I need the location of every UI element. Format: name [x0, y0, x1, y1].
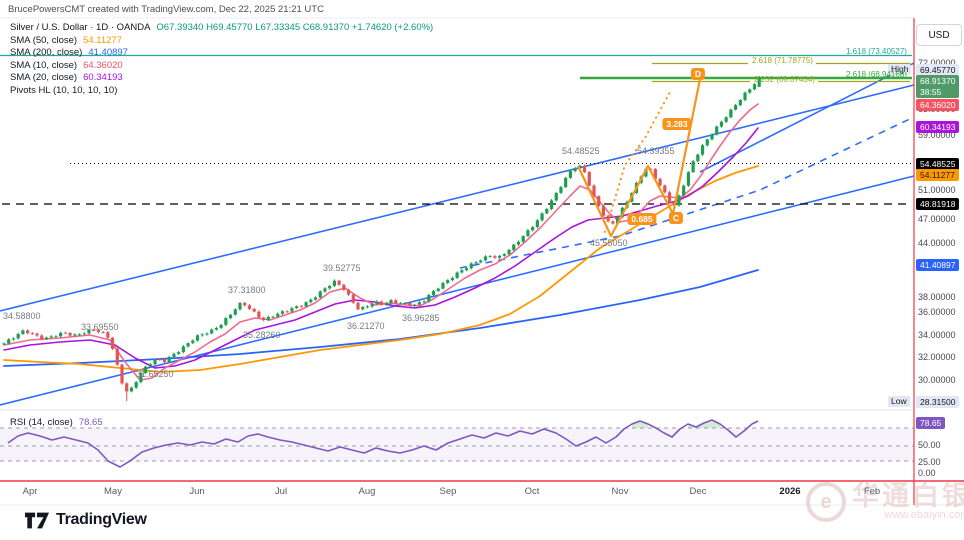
candles-layer [2, 75, 761, 402]
price-axis-chip: 41.40897 [916, 258, 960, 271]
pivot-price-label: 31.65250 [136, 369, 174, 379]
fib-level-label: 2.232 (68.37434) [754, 75, 815, 84]
price-axis-tick: 32.00000 [918, 352, 956, 362]
time-axis-label[interactable]: Jun [189, 486, 205, 497]
time-axis-label[interactable]: 2026 [779, 486, 801, 497]
low-price-tag: Low [888, 396, 910, 407]
time-axis-label[interactable]: Aug [358, 486, 376, 497]
fib-level-label: 2.618 (68.94168) [846, 70, 907, 79]
watermark-logo-icon: e [806, 482, 846, 522]
pivot-price-label: 54.39355 [637, 146, 675, 156]
price-axis-tick: 47.00000 [918, 214, 956, 224]
price-axis-tick: 44.00000 [918, 238, 956, 248]
indicator-legend-row[interactable]: SMA (200, close) 41.40897 [10, 47, 433, 60]
pattern-point-label: 0.685 [627, 213, 657, 225]
price-axis-tick: 34.00000 [918, 330, 956, 340]
rsi-legend-row[interactable]: RSI (14, close) 78.65 [10, 417, 103, 428]
price-axis-tick: 38.00000 [918, 292, 956, 302]
pattern-point-label: 3.283 [662, 118, 692, 130]
time-axis-label[interactable]: Sep [439, 486, 457, 497]
time-axis-label[interactable]: Jul [274, 486, 288, 497]
price-axis-chip: 54.48525 [916, 157, 960, 170]
price-axis-chip: 54.11277 [916, 168, 959, 181]
high-price-tag: High [888, 64, 912, 75]
indicator-legend-row[interactable]: SMA (50, close) 54.11277 [10, 35, 433, 48]
pattern-point-label: D [690, 68, 706, 80]
indicator-value: 60.34193 [83, 72, 123, 84]
pivot-price-label: 35.28260 [243, 330, 281, 340]
watermark-site-url: www.ebaiyin.com [884, 509, 964, 521]
pivot-price-label: 33.69550 [81, 322, 119, 332]
countdown-timer: 38:55 [920, 86, 942, 97]
pivot-price-label: 36.21270 [347, 321, 385, 331]
pivot-price-label: 36.96285 [402, 313, 440, 323]
indicator-legend-row[interactable]: Pivots HL (10, 10, 10, 10) [10, 85, 433, 98]
price-axis-tick: 72.00000 [918, 58, 956, 68]
price-axis-tick: 51.00000 [918, 185, 956, 195]
tradingview-logo-icon [25, 512, 49, 528]
tradingview-logo[interactable]: TradingView [25, 511, 147, 529]
time-axis-label[interactable]: Apr [22, 486, 38, 497]
price-axis-chip: 28.31500 [916, 395, 960, 408]
rsi-axis-tick: 50.00 [918, 440, 941, 450]
pivot-price-label: 54.48525 [562, 146, 600, 156]
symbol-title[interactable]: Silver / U.S. Dollar · 1D · OANDA [10, 22, 151, 33]
indicator-label: SMA (50, close) [10, 34, 78, 46]
rsi-axis-tick: 25.00 [918, 457, 941, 467]
price-axis-chip: 69.45770 [916, 63, 960, 76]
price-axis-tick: 36.00000 [918, 307, 956, 317]
symbol-row[interactable]: Silver / U.S. Dollar · 1D · OANDA O67.39… [10, 22, 433, 35]
pivot-price-label: 34.58800 [3, 311, 41, 321]
time-axis-label[interactable]: Oct [524, 486, 540, 497]
price-axis-tick: 59.00000 [918, 130, 956, 140]
rsi-value-chip: 78.65 [916, 416, 946, 429]
rsi-axis-tick: 0.00 [918, 468, 936, 478]
indicator-label: SMA (200, close) [10, 47, 83, 59]
indicator-label: SMA (10, close) [10, 59, 78, 71]
price-axis-chip: 68.91370 38:55 [916, 75, 960, 98]
pivot-price-label: 45.55050 [590, 238, 628, 248]
indicator-label: Pivots HL (10, 10, 10, 10) [10, 84, 118, 96]
pivot-price-label: 39.52775 [323, 263, 361, 273]
rsi-legend-label: RSI (14, close) [10, 417, 73, 428]
indicator-label: SMA (20, close) [10, 72, 78, 84]
currency-button[interactable]: USD [916, 24, 962, 46]
pattern-point-label: C [668, 212, 684, 224]
price-axis-chip: 60.34193 [916, 120, 960, 133]
indicator-value: 41.40897 [88, 47, 128, 59]
tradingview-logo-text: TradingView [56, 511, 147, 528]
price-axis-chip: 48.81918 [916, 197, 960, 210]
chart-credit: BrucePowersCMT created with TradingView.… [8, 4, 324, 15]
time-axis-label[interactable]: May [104, 486, 122, 497]
fib-level-label: 1.618 (73.40527) [846, 47, 907, 56]
pivot-price-label: 37.31800 [228, 285, 266, 295]
indicator-legend-row[interactable]: SMA (10, close) 64.36020 [10, 60, 433, 73]
fib-level-label: 2.618 (71.78775) [752, 56, 813, 65]
price-axis-tick: 30.00000 [918, 375, 956, 385]
watermark-site-name: 华通白银网 [852, 481, 964, 511]
time-axis-label[interactable]: Nov [611, 486, 629, 497]
time-axis-label[interactable]: Feb [863, 486, 881, 497]
price-axis-chip: 64.36020 [916, 98, 960, 111]
indicator-value: 64.36020 [83, 59, 123, 71]
rsi-legend-value: 78.65 [78, 417, 103, 428]
ohlc-values: O67.39340 H69.45770 L67.33345 C68.91370 … [156, 22, 434, 33]
indicator-legend: Silver / U.S. Dollar · 1D · OANDA O67.39… [10, 22, 433, 98]
indicator-value: 54.11277 [83, 34, 122, 46]
site-watermark: e 华通白银网 www.ebaiyin.com [806, 482, 964, 522]
time-axis-label[interactable]: Dec [689, 486, 707, 497]
indicator-legend-row[interactable]: SMA (20, close) 60.34193 [10, 72, 433, 85]
